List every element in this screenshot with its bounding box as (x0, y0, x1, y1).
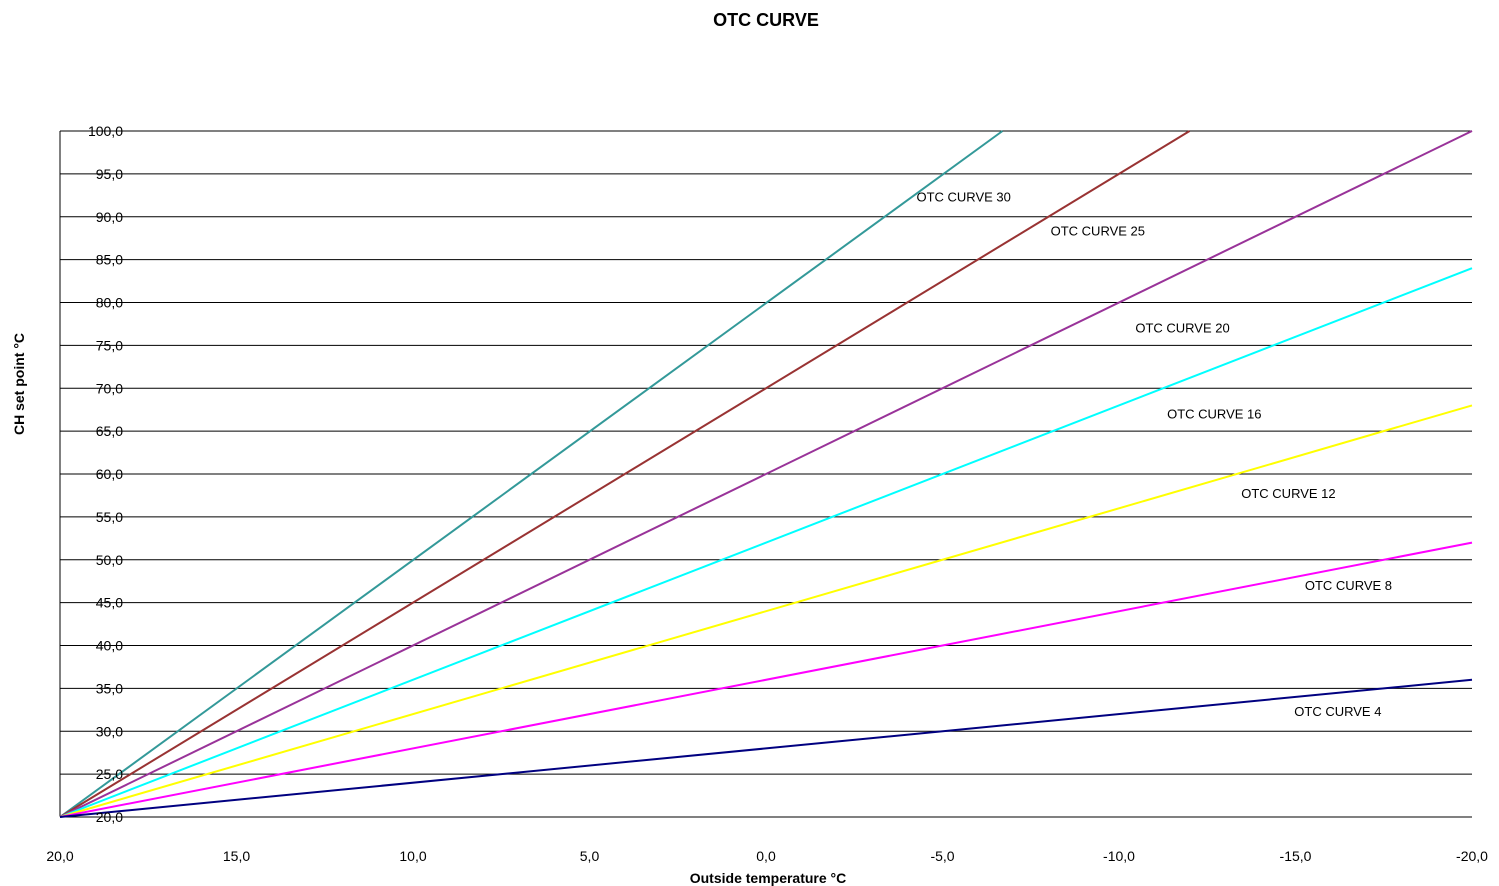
y-axis-ticks: 20,0 25,0 30,0 35,0 40,0 45,0 50,0 55,0 60,0 65,0… (88, 123, 123, 825)
y-tick-label: 70,0 (96, 380, 123, 396)
y-tick-label: 30,0 (96, 723, 123, 739)
y-tick-label: 20,0 (96, 809, 123, 825)
y-tick-label: 80,0 (96, 295, 123, 311)
x-tick-label: 20,0 (46, 848, 73, 864)
y-tick-label: 100,0 (88, 123, 123, 139)
x-tick-label: 0,0 (756, 848, 776, 864)
x-axis-label: Outside temperature °C (690, 870, 847, 886)
series-label-otc-curve-4: OTC CURVE 4 (1294, 704, 1381, 719)
y-axis-label: CH set point °C (11, 333, 27, 435)
series-lines (59, 130, 1473, 818)
x-tick-label: -5,0 (930, 848, 954, 864)
y-tick-label: 55,0 (96, 509, 123, 525)
series-line-otc-curve-30 (59, 130, 1004, 818)
chart-title: OTC CURVE (713, 10, 819, 30)
series-label-otc-curve-16: OTC CURVE 16 (1167, 406, 1261, 421)
y-tick-label: 50,0 (96, 552, 123, 568)
y-tick-label: 60,0 (96, 466, 123, 482)
y-tick-label: 25,0 (96, 766, 123, 782)
x-tick-label: 10,0 (399, 848, 426, 864)
series-line-otc-curve-16 (59, 267, 1473, 818)
series-label-otc-curve-25: OTC CURVE 25 (1051, 224, 1145, 239)
y-tick-label: 65,0 (96, 423, 123, 439)
series-label-otc-curve-12: OTC CURVE 12 (1241, 486, 1335, 501)
series-label-otc-curve-8: OTC CURVE 8 (1305, 578, 1392, 593)
y-tick-label: 35,0 (96, 680, 123, 696)
x-tick-label: 5,0 (580, 848, 600, 864)
series-line-otc-curve-8 (59, 541, 1473, 818)
x-tick-label: -20,0 (1456, 848, 1488, 864)
y-tick-label: 75,0 (96, 337, 123, 353)
series-line-otc-curve-4 (59, 678, 1473, 818)
x-tick-label: -10,0 (1103, 848, 1135, 864)
y-tick-label: 40,0 (96, 638, 123, 654)
x-tick-label: 15,0 (223, 848, 250, 864)
series-label-otc-curve-20: OTC CURVE 20 (1135, 321, 1229, 336)
series-label-otc-curve-30: OTC CURVE 30 (916, 189, 1010, 204)
y-tick-label: 90,0 (96, 209, 123, 225)
x-axis-ticks: 20,0 15,0 10,0 5,0 0,0 -5,0 -10,0 -15,0 -20,0 (46, 848, 1488, 864)
y-tick-label: 45,0 (96, 595, 123, 611)
series-line-otc-curve-25 (59, 130, 1191, 818)
series-line-otc-curve-12 (59, 404, 1473, 818)
x-tick-label: -15,0 (1280, 848, 1312, 864)
series-line-otc-curve-20 (59, 130, 1473, 818)
y-tick-label: 95,0 (96, 166, 123, 182)
curve-labels: OTC CURVE 30 OTC CURVE 25 OTC CURVE 20 OTC … (916, 189, 1392, 719)
y-tick-label: 85,0 (96, 252, 123, 268)
